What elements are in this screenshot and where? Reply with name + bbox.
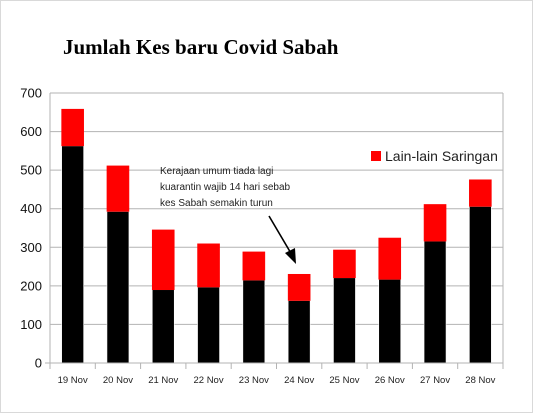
bar-base	[198, 287, 220, 363]
x-tick-label: 23 Nov	[239, 375, 269, 386]
x-tick-label: 28 Nov	[465, 375, 495, 386]
x-tick-label: 19 Nov	[58, 375, 88, 386]
x-tick-label: 24 Nov	[284, 375, 314, 386]
bar-lain-lain-saringan	[333, 250, 355, 278]
bar-base	[469, 206, 491, 363]
legend-label: Lain-lain Saringan	[385, 148, 498, 164]
annotation-line-2: kuarantin wajib 14 hari sebab	[160, 182, 291, 193]
x-tick-label: 20 Nov	[103, 375, 133, 386]
bar-base	[424, 241, 446, 363]
bar-base	[288, 301, 310, 363]
bar-base	[379, 279, 401, 363]
annotation-line-3: kes Sabah semakin turun	[160, 198, 273, 209]
x-tick-label: 21 Nov	[148, 375, 178, 386]
y-tick-label: 700	[20, 86, 42, 101]
bar-lain-lain-saringan	[198, 244, 220, 287]
bar-lain-lain-saringan	[152, 230, 174, 290]
bar-lain-lain-saringan	[469, 180, 491, 207]
bar-lain-lain-saringan	[243, 252, 265, 280]
y-tick-label: 100	[20, 317, 42, 332]
y-tick-label: 600	[20, 124, 42, 139]
bar-base	[107, 211, 129, 363]
y-tick-label: 200	[20, 278, 42, 293]
chart-title: Jumlah Kes baru Covid Sabah	[63, 35, 339, 59]
x-tick-label: 22 Nov	[193, 375, 223, 386]
bar-lain-lain-saringan	[424, 204, 446, 241]
annotation-line-1: Kerajaan umum tiada lagi	[160, 166, 273, 177]
x-tick-label: 25 Nov	[329, 375, 359, 386]
y-tick-label: 400	[20, 201, 42, 216]
legend-swatch-lain-lain-saringan	[371, 151, 381, 161]
x-tick-label: 27 Nov	[420, 375, 450, 386]
bar-lain-lain-saringan	[107, 166, 129, 212]
y-tick-label: 300	[20, 240, 42, 255]
bar-base	[62, 146, 84, 363]
x-tick-label: 26 Nov	[375, 375, 405, 386]
bar-lain-lain-saringan	[379, 238, 401, 279]
y-tick-label: 0	[35, 356, 42, 371]
bar-base	[243, 280, 265, 363]
bar-base	[152, 290, 174, 363]
legend: Lain-lain Saringan	[371, 148, 498, 164]
bar-base	[333, 278, 355, 363]
bar-lain-lain-saringan	[62, 109, 84, 146]
y-tick-label: 500	[20, 163, 42, 178]
bar-lain-lain-saringan	[288, 274, 310, 300]
